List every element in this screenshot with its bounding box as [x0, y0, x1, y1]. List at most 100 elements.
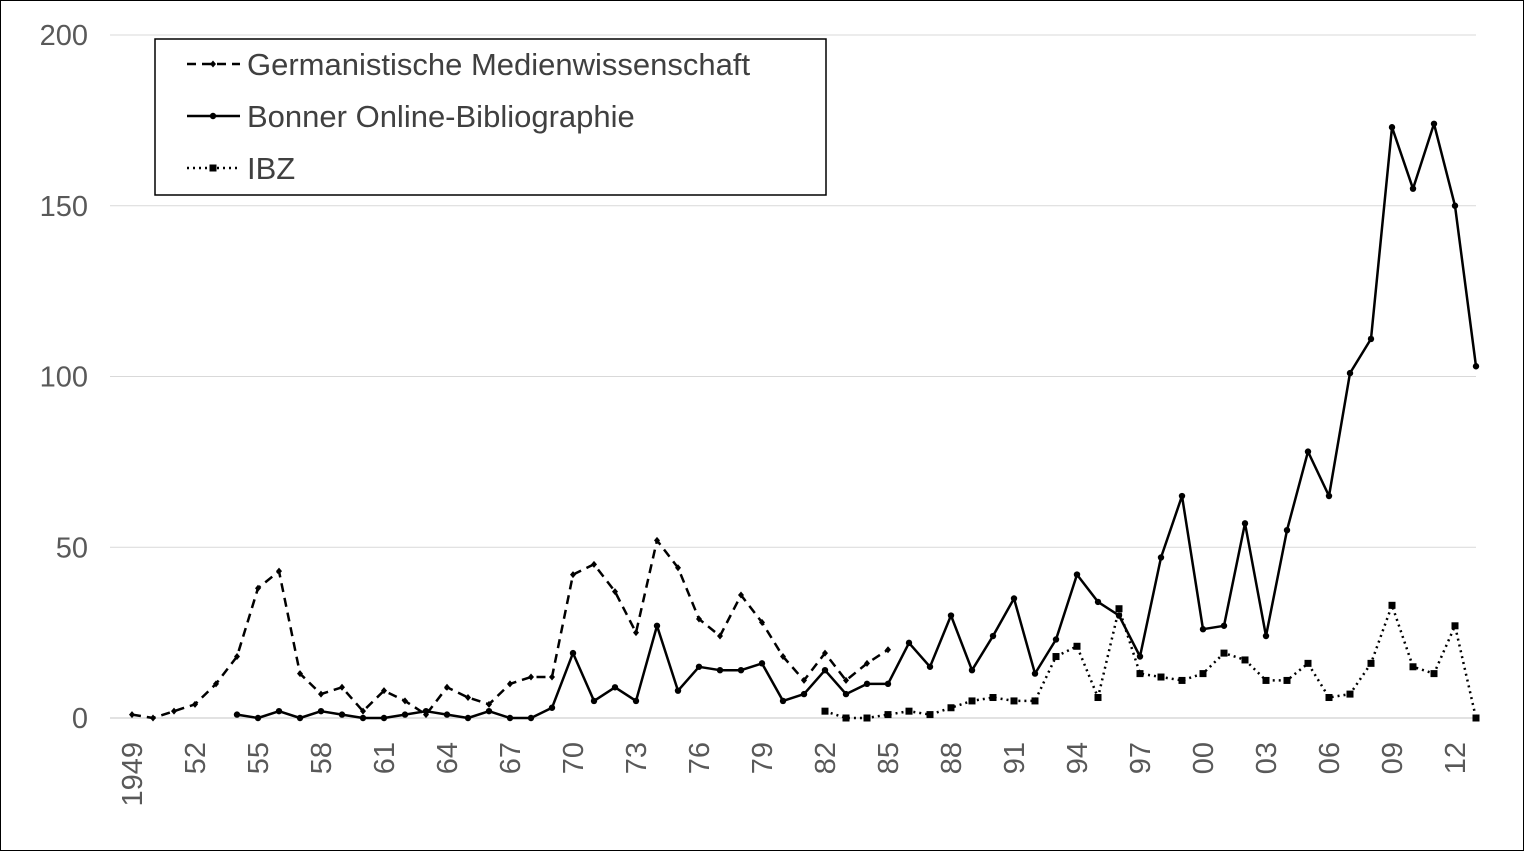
data-point	[1367, 659, 1375, 667]
data-point	[1157, 554, 1165, 561]
data-point	[527, 714, 535, 722]
data-point	[1346, 690, 1354, 698]
data-point	[801, 676, 807, 684]
data-point	[1178, 676, 1186, 684]
data-point	[1409, 185, 1417, 192]
data-point	[1346, 369, 1354, 377]
data-point	[380, 714, 388, 722]
data-point	[1094, 598, 1102, 606]
data-point	[506, 714, 514, 722]
data-point	[968, 697, 976, 705]
data-point	[1388, 601, 1396, 609]
data-point	[150, 714, 156, 722]
data-point	[1325, 694, 1333, 702]
data-point	[633, 629, 639, 637]
x-tick-label: 58	[306, 742, 338, 774]
data-point	[717, 632, 723, 640]
data-point	[1220, 622, 1228, 629]
data-point	[1472, 714, 1480, 722]
legend: Germanistische Medienwissenschaft Bonner …	[154, 38, 827, 196]
data-point	[821, 666, 829, 674]
data-point	[209, 112, 217, 120]
data-point	[297, 670, 303, 678]
data-point	[737, 666, 745, 674]
data-point	[758, 660, 766, 667]
data-point	[339, 683, 345, 691]
data-point	[884, 680, 892, 688]
x-tick-label: 1949	[117, 742, 149, 807]
data-point	[296, 714, 304, 722]
x-axis-tick-labels: 1949 52 55 58 61 64 67 70 73 76 79 82 85 88 91 94 97 00 03…	[117, 742, 1472, 807]
data-point	[317, 707, 325, 715]
data-point	[276, 567, 282, 575]
data-point	[402, 697, 408, 705]
x-tick-label: 91	[999, 742, 1031, 774]
data-point	[947, 612, 955, 619]
data-point	[569, 649, 577, 657]
data-point	[926, 711, 934, 719]
data-point	[716, 666, 724, 674]
data-point	[255, 584, 261, 592]
data-point	[360, 707, 366, 715]
data-point	[1430, 120, 1438, 127]
legend-label: Germanistische Medienwissenschaft	[247, 47, 750, 82]
series-0	[129, 536, 891, 722]
data-point	[1010, 697, 1018, 705]
y-axis-tick-labels: 0 50 100 150 200	[40, 20, 88, 735]
x-tick-label: 73	[621, 742, 653, 774]
data-point	[485, 707, 493, 715]
data-point	[129, 711, 135, 719]
data-point	[612, 588, 618, 596]
data-point	[779, 697, 787, 705]
data-point	[1115, 605, 1123, 613]
data-point	[338, 711, 346, 718]
data-point	[885, 646, 891, 654]
data-point	[171, 707, 177, 715]
x-tick-label: 52	[180, 742, 212, 774]
data-point	[905, 707, 913, 715]
x-tick-label: 76	[684, 742, 716, 774]
x-tick-label: 00	[1188, 742, 1220, 774]
data-point	[863, 714, 871, 722]
data-point	[1304, 659, 1312, 667]
data-point	[213, 680, 219, 688]
data-point	[1031, 697, 1039, 705]
series-2	[821, 601, 1480, 722]
data-point	[254, 714, 262, 722]
y-tick-label: 0	[72, 703, 88, 735]
data-point	[821, 707, 829, 715]
data-point	[654, 536, 660, 544]
data-point	[318, 690, 324, 698]
data-point	[1094, 694, 1102, 702]
x-tick-label: 88	[936, 742, 968, 774]
data-point	[233, 711, 241, 718]
data-point	[1199, 626, 1207, 633]
data-point	[759, 618, 765, 626]
data-point	[275, 707, 283, 715]
data-point	[1052, 653, 1060, 661]
x-tick-label: 70	[558, 742, 590, 774]
data-point	[1262, 632, 1270, 640]
data-point	[989, 632, 997, 640]
data-point	[234, 653, 240, 661]
data-point	[1199, 670, 1207, 678]
data-point	[905, 639, 913, 647]
data-point	[1241, 656, 1249, 664]
data-point	[1241, 520, 1249, 527]
data-point	[1052, 636, 1060, 643]
data-point	[381, 687, 387, 695]
data-point	[1073, 642, 1081, 650]
x-tick-label: 67	[495, 742, 527, 774]
series-1	[233, 120, 1480, 722]
series-line	[824, 604, 1478, 720]
data-point	[570, 571, 576, 579]
x-tick-label: 97	[1125, 742, 1157, 774]
data-point	[1136, 653, 1144, 660]
x-tick-label: 61	[369, 742, 401, 774]
data-point	[359, 714, 367, 722]
data-point	[863, 680, 871, 688]
data-point	[674, 687, 682, 694]
data-point	[192, 700, 198, 708]
series-lines	[129, 120, 1480, 722]
data-point	[696, 615, 702, 623]
